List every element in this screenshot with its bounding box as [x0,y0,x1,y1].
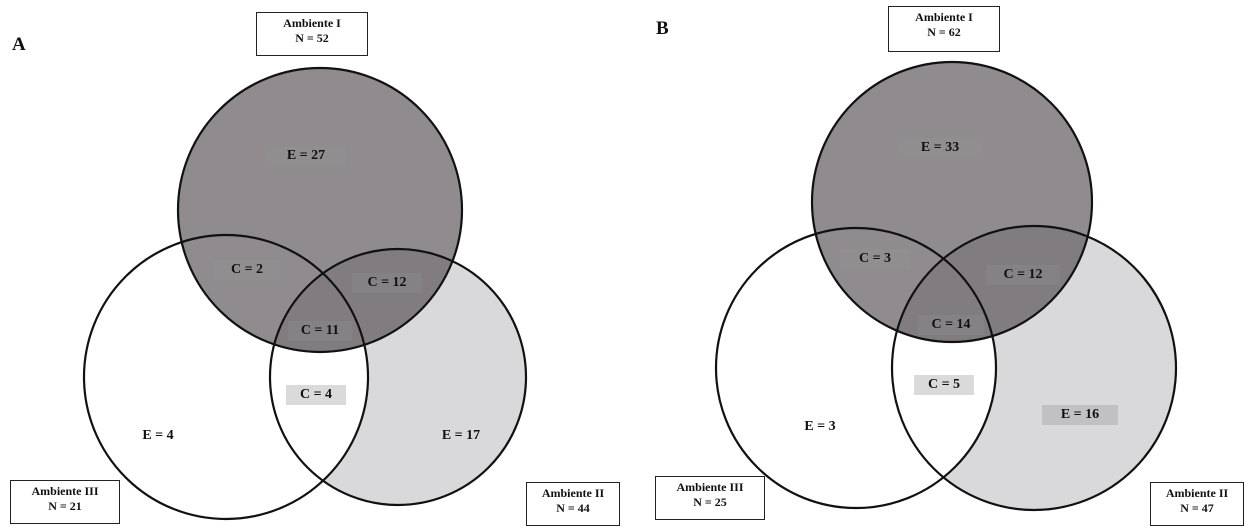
exclusive-ambiente-i-label: E = 33 [898,138,982,158]
ambiente-ii-count: N = 47 [1180,501,1214,515]
common-i-iii-label: C = 2 [214,260,280,280]
ambiente-iii-box: Ambiente III N = 25 [655,476,765,520]
common-all-label: C = 11 [288,321,352,341]
ambiente-iii-count: N = 21 [48,499,82,513]
ambiente-i-box: Ambiente I N = 52 [256,12,368,56]
venn-diagram [82,66,528,521]
venn-panel-a: A Ambiente I N = 52 Ambiente III N = 21 … [0,0,620,526]
ambiente-iii-outline [714,226,998,510]
exclusive-ambiente-ii-label: E = 16 [1042,405,1118,425]
ambiente-iii-box: Ambiente III N = 21 [10,480,120,524]
ambiente-iii-name: Ambiente III [31,484,99,498]
ambiente-i-outline [810,60,1094,344]
ambiente-ii-box: Ambiente II N = 47 [1150,482,1244,526]
ambiente-iii-count: N = 25 [693,495,727,509]
ambiente-ii-outline [890,224,1178,512]
panel-letter: B [656,18,669,39]
ambiente-iii-name: Ambiente III [676,480,744,494]
ambiente-iii-outline [82,233,370,521]
ambiente-ii-box: Ambiente II N = 44 [526,482,620,526]
ambiente-i-name: Ambiente I [915,10,973,24]
ambiente-i-ii-overlap [892,226,1092,342]
venn-panel-b: B Ambiente I N = 62 Ambiente III N = 25 … [622,0,1244,526]
panel-letter: A [12,34,26,55]
ambiente-ii-count: N = 44 [556,501,590,515]
ambiente-i-outline [176,66,464,354]
ambiente-i-circle [812,62,1092,342]
ambiente-i-count: N = 62 [927,25,961,39]
ambiente-i-name: Ambiente I [283,16,341,30]
ambiente-ii-name: Ambiente II [1165,486,1229,500]
common-i-ii-label: C = 12 [986,265,1060,285]
common-i-ii-label: C = 12 [352,273,422,293]
ambiente-ii-name: Ambiente II [541,486,605,500]
ambiente-i-ii-overlap [270,249,462,352]
exclusive-ambiente-i-label: E = 27 [266,146,346,166]
venn-diagram [714,60,1178,512]
ambiente-i-circle [178,68,462,352]
ambiente-i-count: N = 52 [295,31,329,45]
exclusive-ambiente-iii-label: E = 4 [142,428,174,443]
common-ii-iii-label: C = 4 [286,385,346,405]
ambiente-ii-outline [268,247,528,507]
common-i-iii-label: C = 3 [840,249,910,269]
ambiente-i-box: Ambiente I N = 62 [888,6,1000,52]
common-ii-iii-label: C = 5 [914,375,974,395]
common-all-label: C = 14 [918,315,984,335]
exclusive-ambiente-iii-label: E = 3 [804,419,836,434]
exclusive-ambiente-ii-label: E = 17 [441,428,481,443]
